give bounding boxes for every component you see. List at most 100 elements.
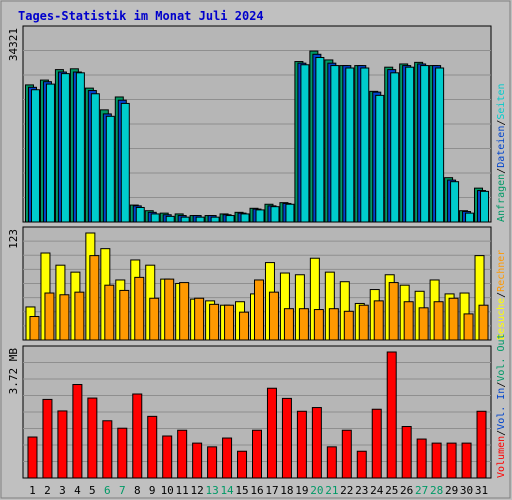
x-tick-label: 2 (44, 484, 51, 497)
bar-volumen-day-26 (401, 426, 412, 479)
bar-volumen-day-5 (87, 397, 98, 479)
bar-rechner-day-15 (239, 311, 250, 341)
x-tick-label: 11 (176, 484, 189, 497)
bar-seiten-day-22 (345, 67, 355, 223)
bar-rechner-day-1 (29, 316, 40, 341)
bar-seiten-day-9 (150, 213, 160, 223)
bar-rechner-day-26 (403, 301, 414, 341)
legend-item: Anfragen (496, 174, 507, 222)
bar-seiten-day-23 (360, 67, 370, 223)
legend-separator: / (496, 292, 507, 298)
x-tick-label: 27 (415, 484, 428, 497)
bar-seiten-day-12 (195, 216, 205, 223)
bar-seiten-day-18 (285, 203, 295, 223)
legend-separator: / (496, 120, 507, 126)
bar-rechner-day-11 (179, 282, 190, 341)
bar-seiten-day-21 (330, 65, 340, 223)
x-tick-label: 20 (310, 484, 323, 497)
bar-seiten-day-24 (375, 94, 385, 223)
bar-volumen-day-2 (42, 398, 53, 479)
bar-volumen-day-19 (296, 410, 307, 479)
bar-rechner-day-31 (478, 304, 489, 341)
bar-volumen-day-28 (431, 442, 442, 479)
legend-item: Volumen (496, 436, 507, 478)
bar-seiten-day-20 (315, 57, 325, 223)
bar-rechner-day-20 (313, 309, 324, 341)
bar-rechner-day-25 (388, 282, 399, 341)
legend-bottom: Volumen/Vol. In/Vol. Out (496, 333, 507, 478)
x-tick-label: 9 (149, 484, 156, 497)
y-max-label-bottom: 3.72 MB (7, 348, 20, 395)
bar-volumen-day-24 (371, 408, 382, 479)
bar-rechner-day-10 (164, 278, 175, 341)
bar-volumen-day-3 (57, 410, 68, 479)
bar-volumen-day-27 (416, 438, 427, 479)
x-tick-label: 8 (134, 484, 141, 497)
bar-rechner-day-9 (149, 297, 160, 341)
x-tick-label: 18 (280, 484, 293, 497)
legend-separator: / (496, 382, 507, 388)
legend-top: Anfragen/Dateien/Seiten (496, 83, 507, 222)
legend-item: Seiten (496, 83, 507, 119)
bar-volumen-day-18 (281, 397, 292, 479)
bar-volumen-day-31 (476, 410, 487, 479)
bar-seiten-day-30 (465, 212, 475, 223)
x-tick-label: 30 (460, 484, 473, 497)
bar-seiten-day-15 (240, 213, 250, 223)
bar-rechner-day-16 (254, 279, 264, 341)
bar-volumen-day-20 (311, 407, 322, 479)
bar-seiten-day-29 (450, 181, 460, 223)
bar-volumen-day-22 (341, 429, 352, 479)
bar-rechner-day-18 (283, 308, 294, 341)
chart-title: Tages-Statistik im Monat Juli 2024 (18, 9, 264, 23)
bar-volumen-day-15 (237, 450, 248, 479)
x-tick-label: 28 (430, 484, 443, 497)
bar-seiten-day-28 (435, 67, 445, 223)
bar-rechner-day-4 (74, 291, 85, 341)
x-tick-label: 3 (59, 484, 66, 497)
bar-seiten-day-2 (45, 83, 55, 223)
bar-rechner-day-17 (268, 291, 279, 341)
legend-item: Vol. Out (496, 333, 507, 381)
bar-volumen-day-4 (72, 384, 83, 479)
bar-volumen-day-12 (192, 442, 203, 479)
bar-rechner-day-22 (343, 310, 354, 341)
bar-seiten-day-19 (300, 64, 310, 223)
bar-seiten-day-31 (480, 190, 490, 223)
bar-volumen-day-11 (177, 429, 188, 479)
bar-rechner-day-30 (463, 313, 474, 341)
x-tick-label: 24 (370, 484, 384, 497)
bar-seiten-day-17 (270, 206, 280, 223)
panel-middle: 123 Besuche/Rechner (7, 226, 507, 341)
x-tick-label: 19 (295, 484, 308, 497)
bar-rechner-day-12 (194, 297, 205, 341)
bar-volumen-day-30 (461, 442, 472, 479)
bar-volumen-day-14 (222, 437, 233, 479)
bar-seiten-day-8 (135, 206, 145, 223)
bar-rechner-day-5 (89, 255, 100, 341)
bar-rechner-day-27 (418, 307, 429, 341)
legend-item: Dateien (496, 126, 507, 168)
x-tick-label: 29 (445, 484, 458, 497)
legend-middle: Besuche/Rechner (496, 250, 507, 340)
bar-seiten-day-27 (420, 65, 430, 223)
bar-seiten-day-4 (75, 72, 85, 223)
bar-volumen-day-6 (102, 420, 113, 479)
x-tick-label: 14 (220, 484, 234, 497)
bar-rechner-day-7 (119, 289, 130, 341)
bar-seiten-day-11 (180, 216, 190, 223)
x-tick-label: 31 (475, 484, 488, 497)
x-tick-label: 16 (250, 484, 263, 497)
bar-rechner-day-8 (134, 276, 145, 341)
y-max-label-top: 34321 (7, 28, 20, 61)
x-tick-label: 10 (161, 484, 174, 497)
x-tick-label: 6 (104, 484, 111, 497)
y-max-label-middle: 123 (7, 229, 20, 249)
bar-volumen-day-21 (326, 446, 337, 479)
x-tick-label: 7 (119, 484, 126, 497)
x-tick-label: 4 (74, 484, 81, 497)
